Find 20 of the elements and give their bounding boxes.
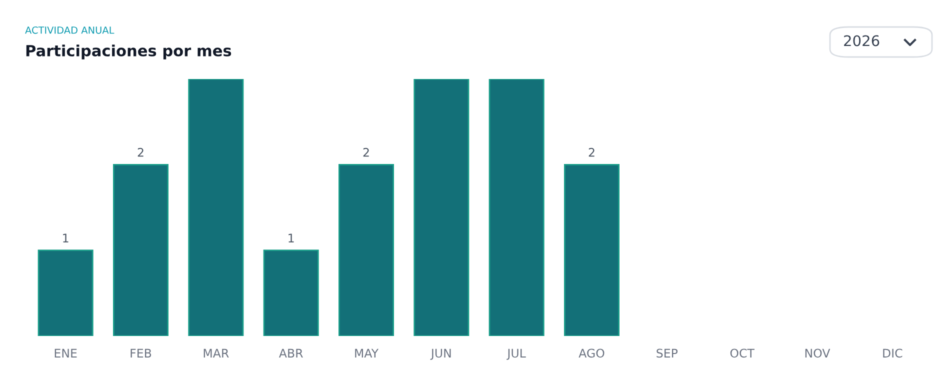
data-label: 1 [288, 234, 294, 242]
x-tick-label: OCT [730, 348, 754, 358]
data-label: 2 [138, 148, 144, 157]
x-tick-label: JUL [506, 348, 526, 360]
x-tick-label: JUN [430, 348, 451, 360]
x-tick-label: NOV [805, 348, 830, 358]
data-label: 2 [363, 148, 369, 157]
text: 2026 [844, 35, 880, 46]
x-tick-label: AGO [578, 348, 604, 358]
chart-subtitle: ACTIVIDAD ANUAL [25, 26, 114, 34]
data-label: 1 [63, 234, 68, 242]
x-tick-label: MAR [204, 348, 229, 358]
x-tick-label: SEP [656, 348, 678, 358]
x-tick-label: FEB [130, 348, 152, 358]
x-tick-label: ENE [54, 348, 77, 358]
x-tick-label: MAY [355, 348, 379, 358]
x-tick-label: DIC [883, 348, 902, 358]
data-label: 2 [588, 148, 594, 157]
chart-title: Participaciones por mes [26, 44, 232, 60]
x-tick-label: ABR [278, 348, 303, 358]
